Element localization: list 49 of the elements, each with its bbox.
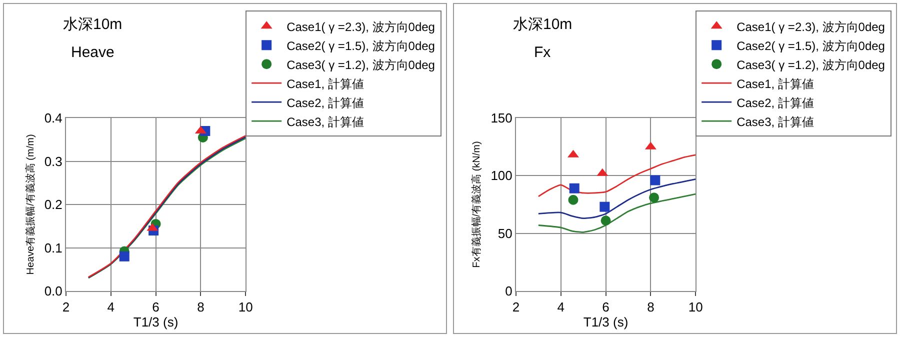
y-tick-label: 150 (490, 110, 512, 126)
chart-title: 水深10m (513, 16, 572, 33)
legend-label: Case3( γ =1.2), 波方向0deg (286, 58, 435, 72)
legend-label: Case1( γ =2.3), 波方向0deg (736, 20, 885, 34)
legend-label: Case3( γ =1.2), 波方向0deg (736, 58, 885, 72)
point (649, 192, 660, 203)
x-tick-label: 8 (647, 300, 654, 315)
legend-label: Case2( γ =1.5), 波方向0deg (286, 38, 435, 53)
x-tick-label: 6 (602, 300, 610, 315)
chart-title: 水深10m (63, 16, 122, 33)
x-tick-label: 6 (152, 300, 160, 315)
x-tick-label: 10 (688, 300, 703, 315)
legend-label: Case2( γ =1.5), 波方向0deg (736, 38, 885, 53)
y-axis-title: Heave有義振幅/有義波高 (m/m) (24, 134, 36, 275)
y-tick-label: 100 (490, 168, 512, 184)
legend-label: Case3, 計算値 (286, 114, 364, 129)
x-tick-label: 2 (512, 300, 520, 315)
x-tick-label: 8 (197, 300, 204, 315)
x-axis-title: T1/3 (s) (133, 314, 178, 330)
y-tick-label: 0.2 (44, 197, 62, 212)
line-series (538, 193, 696, 233)
legend-label: Case1, 計算値 (736, 76, 814, 91)
point (569, 183, 580, 194)
x-tick-label: 10 (238, 300, 253, 315)
legend-label: Case2, 計算値 (286, 96, 364, 110)
legend-label: Case2, 計算値 (736, 96, 814, 110)
line-series (538, 178, 696, 220)
y-tick-label: 0.3 (44, 154, 62, 169)
x-tick-label: 2 (62, 300, 70, 315)
y-tick-label: 50 (498, 226, 512, 241)
x-tick-label: 4 (107, 300, 115, 315)
y-axis-title: Fx有義振幅/有義波高 (kN/m) (470, 141, 483, 268)
point (600, 202, 610, 212)
y-tick-label: 0 (505, 284, 512, 299)
chart-subtitle: Fx (534, 44, 552, 61)
x-tick-label: 4 (557, 300, 565, 315)
point (600, 216, 611, 226)
legend-label: Case1, 計算値 (286, 76, 364, 91)
point (650, 175, 660, 186)
point (568, 194, 578, 205)
point (119, 251, 130, 262)
x-axis-title: T1/3 (s) (583, 314, 628, 330)
y-tick-label: 0.4 (44, 110, 62, 126)
legend-label: Case1( γ =2.3), 波方向0deg (286, 20, 435, 34)
y-tick-label: 0.1 (44, 240, 62, 256)
line-series (538, 154, 696, 198)
legend-label: Case3, 計算値 (736, 114, 814, 129)
y-tick-label: 0.0 (44, 284, 62, 299)
chart-subtitle: Heave (71, 44, 114, 61)
